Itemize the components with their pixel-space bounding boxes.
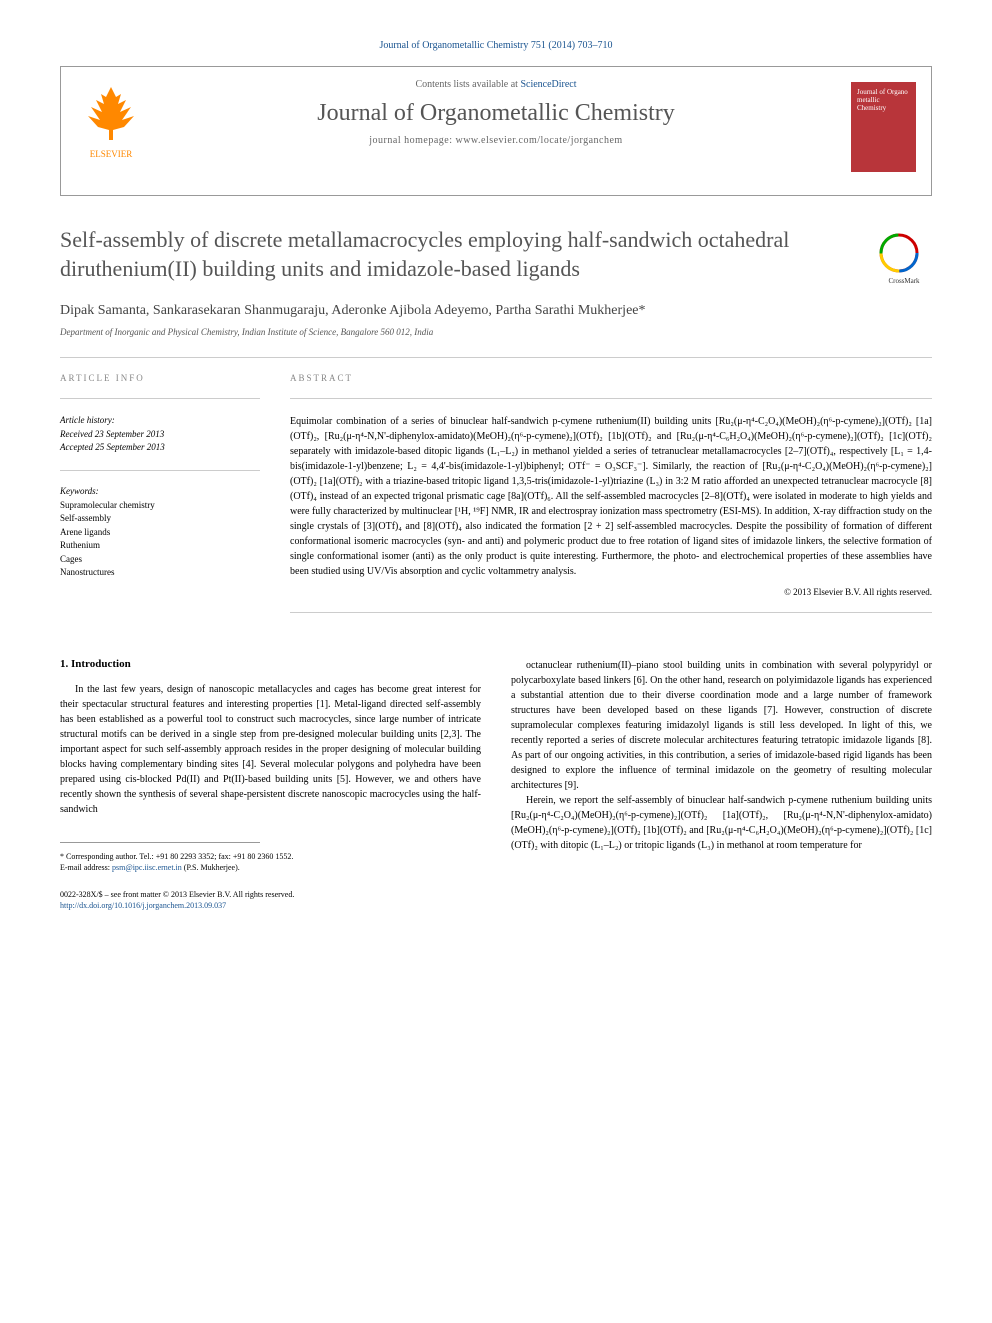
keyword: Nanostructures — [60, 566, 260, 580]
separator — [60, 470, 260, 471]
body-column-left: 1. Introduction In the last few years, d… — [60, 658, 481, 911]
article-title: Self-assembly of discrete metallamacrocy… — [60, 226, 932, 283]
authors-list: Dipak Samanta, Sankarasekaran Shanmugara… — [60, 303, 932, 319]
body-text: 1. Introduction In the last few years, d… — [60, 658, 932, 911]
keywords-label: Keywords: — [60, 486, 260, 496]
body-paragraph: In the last few years, design of nanosco… — [60, 682, 481, 817]
issn-line: 0022-328X/$ – see front matter © 2013 El… — [60, 889, 481, 900]
elsevier-text: ELSEVIER — [90, 149, 133, 159]
journal-homepage: journal homepage: www.elsevier.com/locat… — [76, 135, 916, 146]
keyword: Supramolecular chemistry — [60, 499, 260, 513]
doi-footer: 0022-328X/$ – see front matter © 2013 El… — [60, 889, 481, 911]
history-label: Article history: — [60, 414, 260, 428]
footer-separator — [60, 842, 260, 851]
article-info-column: ARTICLE INFO Article history: Received 2… — [60, 373, 260, 628]
body-column-right: octanuclear ruthenium(II)–piano stool bu… — [511, 658, 932, 911]
email-prefix: E-mail address: — [60, 863, 112, 872]
journal-name: Journal of Organometallic Chemistry — [76, 100, 916, 127]
body-paragraph: Herein, we report the self-assembly of b… — [511, 793, 932, 853]
keyword: Self-assembly — [60, 512, 260, 526]
separator — [290, 398, 932, 399]
accepted-date: Accepted 25 September 2013 — [60, 441, 260, 455]
article-history: Article history: Received 23 September 2… — [60, 414, 260, 455]
corr-email-line: E-mail address: psm@ipc.iisc.ernet.in (P… — [60, 862, 481, 873]
doi-line: http://dx.doi.org/10.1016/j.jorganchem.2… — [60, 900, 481, 911]
email-link[interactable]: psm@ipc.iisc.ernet.in — [112, 863, 182, 872]
homepage-url: www.elsevier.com/locate/jorganchem — [455, 135, 622, 146]
body-paragraph: octanuclear ruthenium(II)–piano stool bu… — [511, 658, 932, 793]
contents-prefix: Contents lists available at — [415, 79, 520, 90]
journal-reference: Journal of Organometallic Chemistry 751 … — [60, 40, 932, 51]
abstract-heading: ABSTRACT — [290, 373, 932, 383]
separator — [290, 612, 932, 613]
cover-text: Journal of Organo metallic Chemistry — [851, 82, 916, 118]
elsevier-logo: ELSEVIER — [76, 82, 146, 162]
affiliation: Department of Inorganic and Physical Che… — [60, 327, 932, 337]
keywords-list: Supramolecular chemistry Self-assembly A… — [60, 499, 260, 580]
keyword: Arene ligands — [60, 526, 260, 540]
journal-header: ELSEVIER Journal of Organo metallic Chem… — [60, 66, 932, 196]
sciencedirect-link[interactable]: ScienceDirect — [520, 79, 576, 90]
contents-available-line: Contents lists available at ScienceDirec… — [76, 79, 916, 90]
corresponding-author: * Corresponding author. Tel.: +91 80 229… — [60, 851, 481, 873]
keyword: Ruthenium — [60, 539, 260, 553]
abstract-text: Equimolar combination of a series of bin… — [290, 414, 932, 579]
corr-tel-fax: * Corresponding author. Tel.: +91 80 229… — [60, 851, 481, 862]
email-suffix: (P.S. Mukherjee). — [182, 863, 240, 872]
received-date: Received 23 September 2013 — [60, 428, 260, 442]
homepage-prefix: journal homepage: — [369, 135, 455, 146]
article-info-heading: ARTICLE INFO — [60, 373, 260, 383]
keyword: Cages — [60, 553, 260, 567]
section-heading: 1. Introduction — [60, 658, 481, 670]
journal-cover-thumbnail: Journal of Organo metallic Chemistry — [851, 82, 916, 172]
svg-text:CrossMark: CrossMark — [888, 277, 920, 285]
crossmark-badge[interactable]: CrossMark — [877, 231, 932, 286]
doi-prefix[interactable]: http://dx.doi.org/ — [60, 901, 114, 910]
separator — [60, 357, 932, 358]
separator — [60, 398, 260, 399]
info-abstract-section: ARTICLE INFO Article history: Received 2… — [60, 373, 932, 628]
abstract-column: ABSTRACT Equimolar combination of a seri… — [290, 373, 932, 628]
doi-link[interactable]: 10.1016/j.jorganchem.2013.09.037 — [114, 901, 226, 910]
abstract-copyright: © 2013 Elsevier B.V. All rights reserved… — [290, 587, 932, 597]
